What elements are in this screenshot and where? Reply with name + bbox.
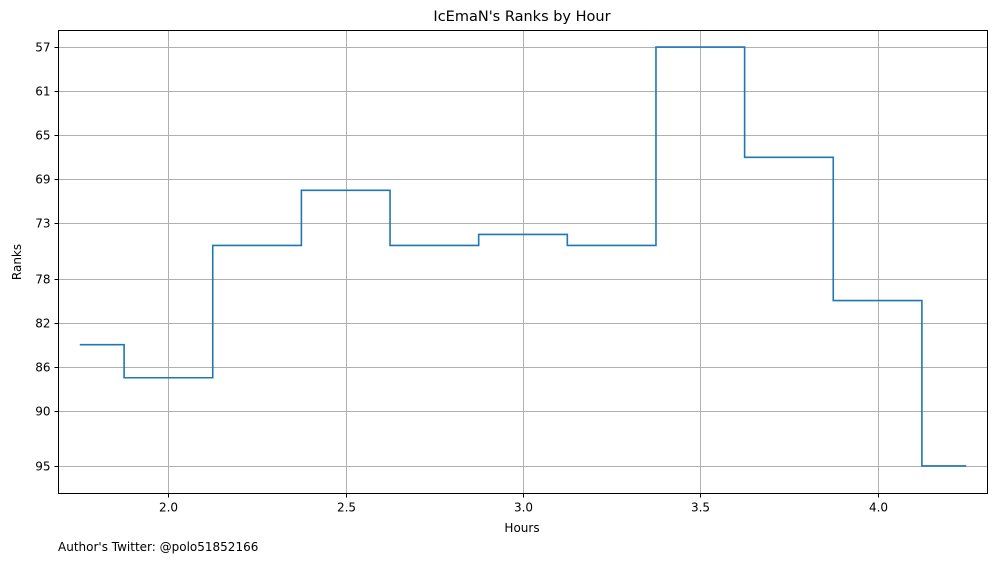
y-tick-label: 95 [35,460,50,474]
y-tick-label: 73 [35,217,50,231]
y-tick-label: 61 [35,85,50,99]
y-tick-label: 57 [35,41,50,55]
y-tick-label: 90 [35,405,50,419]
x-tick-label: 4.0 [869,501,888,515]
y-tick-label: 78 [35,273,50,287]
y-axis-label: Ranks [10,244,24,280]
rank-step-line [79,46,967,467]
y-tick-label: 82 [35,317,50,331]
y-tick-label: 86 [35,361,50,375]
x-tick-label: 3.0 [514,501,533,515]
x-tick-label: 3.5 [691,501,710,515]
author-footnote: Author's Twitter: @polo51852166 [58,540,258,554]
y-tick-label: 69 [35,173,50,187]
x-axis-label: Hours [504,521,539,535]
y-tick-label: 65 [35,129,50,143]
x-tick-label: 2.5 [337,501,356,515]
x-tick-label: 2.0 [159,501,178,515]
chart-title: IcEmaN's Ranks by Hour [433,9,610,25]
